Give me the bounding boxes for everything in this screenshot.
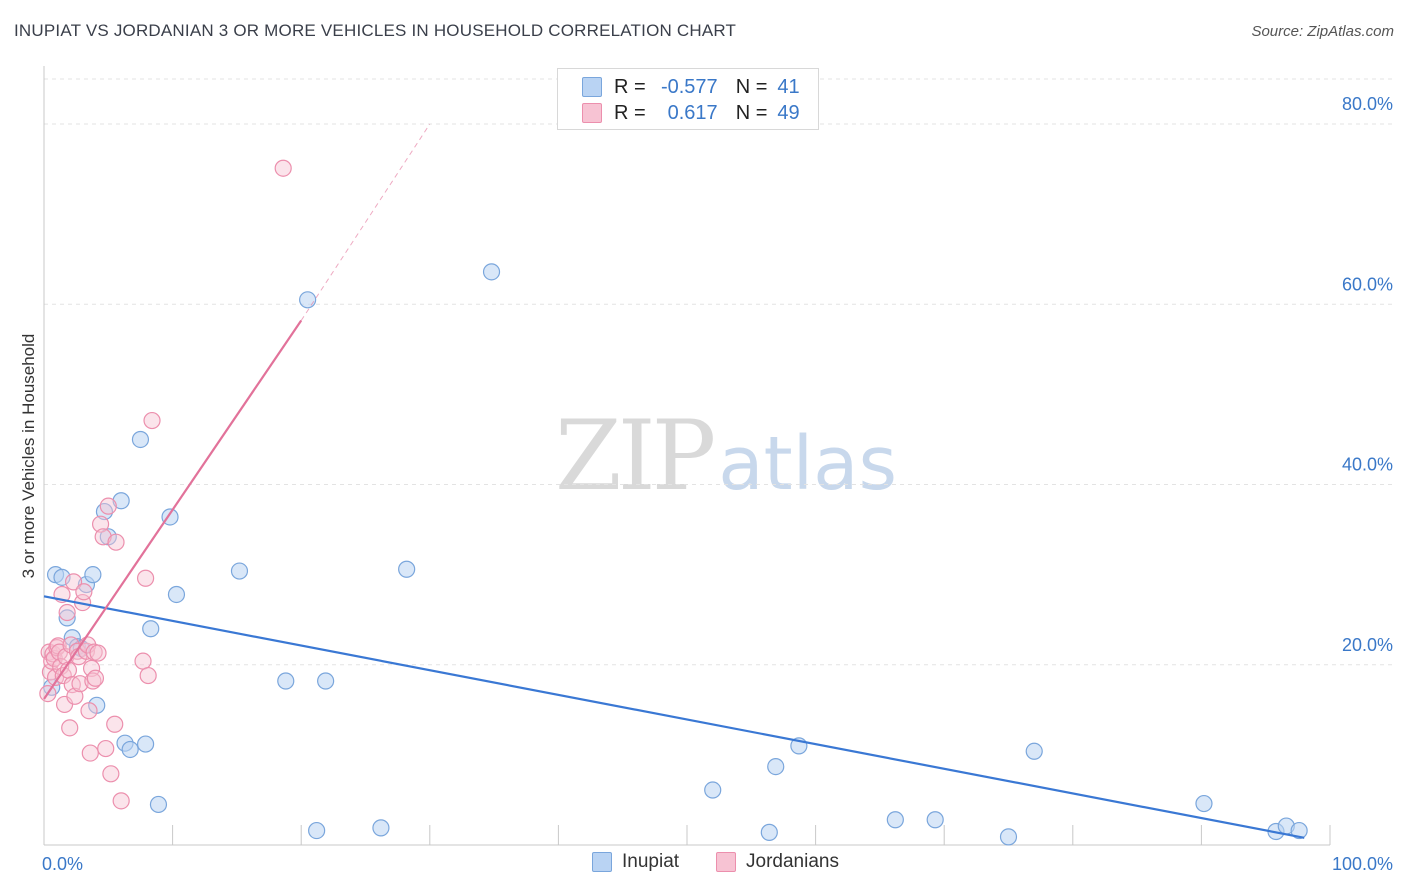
inupiat-point [112, 492, 130, 510]
x-tick-label: 0.0% [42, 854, 83, 874]
jordanians-point [80, 702, 98, 720]
inupiat-point [299, 291, 317, 309]
inupiat-point [482, 263, 501, 281]
y-tick-label: 40.0% [1342, 455, 1393, 475]
legend-row-inupiat: R = -0.577 N = 41 [582, 75, 800, 99]
jordanians-point [97, 739, 115, 758]
jordanians-point [66, 687, 84, 705]
x-tick-label: 100.0% [1332, 854, 1393, 874]
jordanians-point [81, 744, 99, 762]
inupiat-point [136, 735, 155, 753]
inupiat-point [398, 560, 416, 578]
jordanians-trend-extension [300, 123, 431, 321]
source-credit: Source: ZipAtlas.com [1251, 23, 1394, 40]
correlation-legend: R = -0.577 N = 41 R = 0.617 N = 49 [557, 68, 819, 130]
inupiat-n-value: 41 [777, 75, 800, 98]
jordanians-point [89, 644, 107, 662]
inupiat-point [704, 781, 722, 799]
jordanians-n-value: 49 [777, 101, 800, 124]
jordanians-point [139, 666, 157, 685]
jordanians-point [61, 719, 79, 737]
jordanians-point [107, 533, 125, 551]
r-label: R = [614, 75, 646, 98]
inupiat-legend-label: Inupiat [622, 851, 680, 872]
inupiat-point [84, 566, 102, 584]
jordanians-point [99, 497, 117, 515]
y-axis-label: 3 or more Vehicles in Household [19, 333, 38, 579]
inupiat-point [926, 811, 944, 829]
y-tick-label: 80.0% [1342, 94, 1393, 114]
inupiat-trend-line [43, 595, 1305, 839]
jordanians-point [134, 652, 152, 670]
n-label: N = [735, 101, 768, 124]
jordanians-point [75, 583, 93, 601]
jordanians-point [112, 792, 130, 810]
jordanians-point [102, 765, 120, 783]
jordanians-point [71, 675, 89, 693]
legend-item-jordanians[interactable]: Jordanians [716, 851, 839, 873]
jordanians-point [94, 528, 112, 546]
jordanians-point [64, 573, 83, 591]
inupiat-point [999, 828, 1018, 846]
y-tick-label: 20.0% [1342, 635, 1393, 655]
inupiat-point [149, 795, 168, 814]
legend-item-inupiat[interactable]: Inupiat [592, 851, 679, 873]
inupiat-point [131, 430, 150, 449]
legend-row-jordanians: R = 0.617 N = 49 [582, 101, 800, 125]
inupiat-point [372, 819, 390, 837]
jordanians-point [143, 411, 161, 430]
jordanians-trend-line [43, 319, 303, 700]
inupiat-point [886, 811, 904, 829]
jordanians-point [136, 569, 155, 587]
jordanians-point [86, 669, 105, 687]
inupiat-r-value: -0.577 [660, 75, 718, 98]
inupiat-legend-swatch [592, 852, 612, 872]
jordanians-legend-swatch [716, 852, 736, 872]
inupiat-point [230, 562, 249, 580]
inupiat-point [760, 823, 778, 841]
jordanians-point [84, 672, 102, 690]
inupiat-point [317, 672, 335, 690]
jordanians-point [106, 715, 124, 733]
inupiat-point [142, 620, 160, 638]
inupiat-swatch [582, 77, 602, 97]
inupiat-point [308, 821, 326, 840]
inupiat-point [277, 672, 295, 690]
chart-title: INUPIAT VS JORDANIAN 3 OR MORE VEHICLES … [14, 21, 737, 40]
jordanians-point [82, 659, 101, 677]
jordanians-legend-label: Jordanians [746, 851, 839, 872]
jordanians-point [91, 515, 110, 533]
y-tick-label: 60.0% [1342, 274, 1393, 294]
jordanians-point [274, 159, 292, 177]
jordanians-swatch [582, 103, 602, 123]
inupiat-point [1195, 794, 1213, 813]
r-label: R = [614, 101, 646, 124]
inupiat-point [167, 585, 186, 604]
inupiat-point [121, 740, 139, 759]
inupiat-point [767, 757, 785, 776]
jordanians-point [58, 603, 76, 622]
jordanians-r-value: 0.617 [667, 101, 718, 124]
inupiat-point [1025, 742, 1043, 760]
inupiat-point [1290, 821, 1308, 840]
n-label: N = [735, 75, 768, 98]
inupiat-point [58, 609, 76, 627]
